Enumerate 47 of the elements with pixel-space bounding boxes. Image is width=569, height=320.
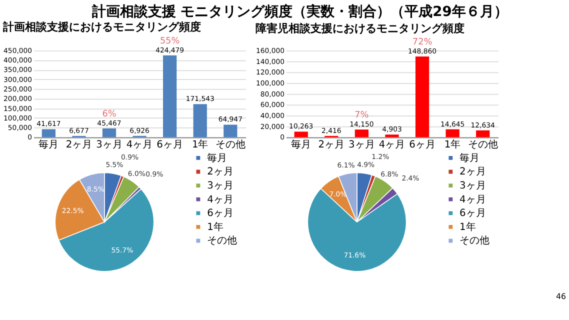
x-tick-label: その他	[468, 138, 498, 151]
legend-label: 3ヶ月	[207, 180, 234, 192]
x-tick-label: 3ヶ月	[348, 140, 375, 151]
legend-label: 3ヶ月	[460, 180, 486, 192]
text: 46	[556, 292, 566, 301]
legend-label: 毎月	[207, 152, 228, 164]
annotation: 7%	[354, 110, 369, 121]
x-tick-label: 6ヶ月	[156, 140, 183, 151]
bar	[354, 130, 369, 138]
bar	[42, 129, 56, 138]
legend-label: 6ヶ月	[207, 208, 234, 220]
bar	[193, 104, 207, 138]
bar	[163, 55, 177, 138]
legend-label: 1年	[460, 220, 476, 233]
legend-label: その他	[460, 234, 490, 247]
legend-label: 4ヶ月	[207, 194, 234, 206]
legend-label: 毎月	[460, 152, 480, 164]
chart-title: 障害児相談支援におけるモニタリング頻度	[255, 22, 464, 35]
text: 計画相談支援 モニタリング頻度（実数・割合）（平成29年６月）	[90, 2, 508, 20]
annotation: 55%	[160, 36, 180, 47]
x-tick-label: 3ヶ月	[96, 140, 122, 151]
legend-label: 2ヶ月	[460, 166, 486, 178]
legend-label: 4ヶ月	[460, 194, 486, 206]
x-tick-label: その他	[215, 138, 246, 151]
bar	[102, 128, 116, 138]
x-tick-label: 毎月	[38, 138, 59, 151]
x-tick-label: 4ヶ月	[126, 140, 153, 151]
bar	[415, 56, 430, 138]
x-tick-label: 6ヶ月	[409, 140, 436, 151]
bar	[385, 134, 399, 138]
bar	[294, 132, 308, 138]
x-tick-label: 4ヶ月	[378, 140, 406, 151]
x-tick-label: 1年	[192, 138, 208, 151]
legend-label: 2ヶ月	[207, 166, 234, 178]
bar	[446, 129, 460, 138]
chart-title: 計画相談支援におけるモニタリング頻度	[2, 20, 202, 34]
legend-label: その他	[207, 234, 238, 247]
x-tick-label: 2ヶ月	[66, 140, 92, 151]
annotation: 72%	[412, 38, 432, 48]
bar	[224, 124, 238, 138]
bar	[476, 130, 490, 138]
legend-label: 6ヶ月	[460, 208, 486, 220]
x-tick-label: 2ヶ月	[318, 140, 345, 151]
x-tick-label: 毎月	[291, 138, 312, 151]
x-tick-label: 1年	[444, 138, 461, 151]
legend-label: 1年	[207, 220, 224, 233]
annotation: 6%	[102, 110, 116, 120]
